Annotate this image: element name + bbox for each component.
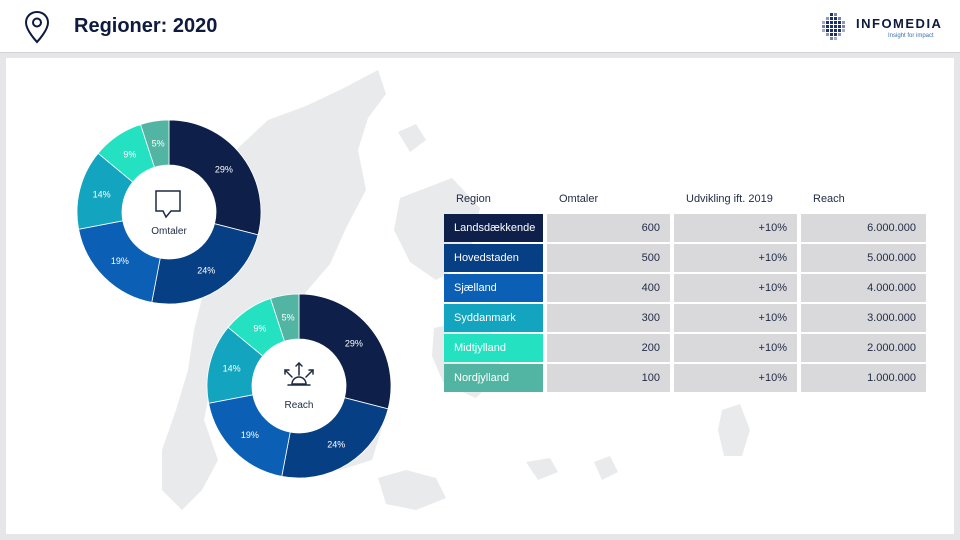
table-omtaler-cell: 500 xyxy=(547,244,670,272)
donut-slice-label: 14% xyxy=(93,190,111,200)
column-header-omtaler: Omtaler xyxy=(559,193,599,205)
location-pin-icon xyxy=(24,10,50,44)
donut-slice-label: 24% xyxy=(197,266,215,276)
table-region-cell: Nordjylland xyxy=(444,364,543,392)
table-udvikling-cell: +10% xyxy=(674,334,797,362)
reach-donut-chart: Reach 29% 24% 19% 14% 9% 5% xyxy=(206,293,392,479)
donut-hole xyxy=(252,339,346,433)
page-title: Regioner: 2020 xyxy=(74,15,218,37)
logo-name: INFOMEDIA xyxy=(856,16,943,31)
donut-slice-label: 24% xyxy=(327,440,345,450)
table-omtaler-cell: 400 xyxy=(547,274,670,302)
table-udvikling-cell: +10% xyxy=(674,244,797,272)
header-bar: Regioner: 2020 INFOMEDIA Insight for imp… xyxy=(0,0,960,53)
broadcast-arrows-icon xyxy=(284,361,314,386)
table-reach-cell: 1.000.000 xyxy=(801,364,926,392)
table-omtaler-cell: 600 xyxy=(547,214,670,242)
table-region-cell: Sjælland xyxy=(444,274,543,302)
omtaler-donut-chart: Omtaler 29% 24% 19% 14% 9% 5% xyxy=(76,119,262,305)
table-reach-cell: 6.000.000 xyxy=(801,214,926,242)
logo-dots-icon xyxy=(822,13,845,40)
table-region-cell: Hovedstaden xyxy=(444,244,543,272)
donut-slice-label: 9% xyxy=(123,150,136,160)
table-omtaler-cell: 200 xyxy=(547,334,670,362)
table-udvikling-cell: +10% xyxy=(674,274,797,302)
content-canvas: Omtaler 29% 24% 19% 14% 9% 5% Reach 29% 24% 19%… xyxy=(6,58,954,534)
omtaler-center-label: Omtaler xyxy=(151,226,187,237)
table-reach-cell: 2.000.000 xyxy=(801,334,926,362)
donut-slice-label: 9% xyxy=(253,324,266,334)
region-table: Region Omtaler Udvikling ift. 2019 Reach… xyxy=(444,186,926,392)
donut-slice-label: 5% xyxy=(282,312,295,322)
donut-slice-label: 5% xyxy=(152,138,165,148)
donut-slice-label: 14% xyxy=(223,364,241,374)
table-reach-cell: 3.000.000 xyxy=(801,304,926,332)
donut-slice-label: 29% xyxy=(215,164,233,174)
column-header-udvikling: Udvikling ift. 2019 xyxy=(686,193,773,205)
table-region-cell: Midtjylland xyxy=(444,334,543,362)
donut-hole xyxy=(122,165,216,259)
table-reach-cell: 4.000.000 xyxy=(801,274,926,302)
table-reach-cell: 5.000.000 xyxy=(801,244,926,272)
logo-tagline: Insight for impact xyxy=(888,33,934,39)
table-udvikling-cell: +10% xyxy=(674,364,797,392)
table-region-cell: Landsdækkende xyxy=(444,214,543,242)
donut-slice-label: 29% xyxy=(345,338,363,348)
table-udvikling-cell: +10% xyxy=(674,304,797,332)
column-header-region: Region xyxy=(456,193,491,205)
donut-slice-label: 19% xyxy=(111,256,129,266)
infomedia-logo: INFOMEDIA Insight for impact xyxy=(818,12,948,42)
column-header-reach: Reach xyxy=(813,193,845,205)
speech-bubble-icon xyxy=(155,190,181,219)
table-omtaler-cell: 300 xyxy=(547,304,670,332)
donut-slice-label: 19% xyxy=(241,430,259,440)
reach-center-label: Reach xyxy=(285,400,314,411)
table-region-cell: Syddanmark xyxy=(444,304,543,332)
table-udvikling-cell: +10% xyxy=(674,214,797,242)
table-omtaler-cell: 100 xyxy=(547,364,670,392)
